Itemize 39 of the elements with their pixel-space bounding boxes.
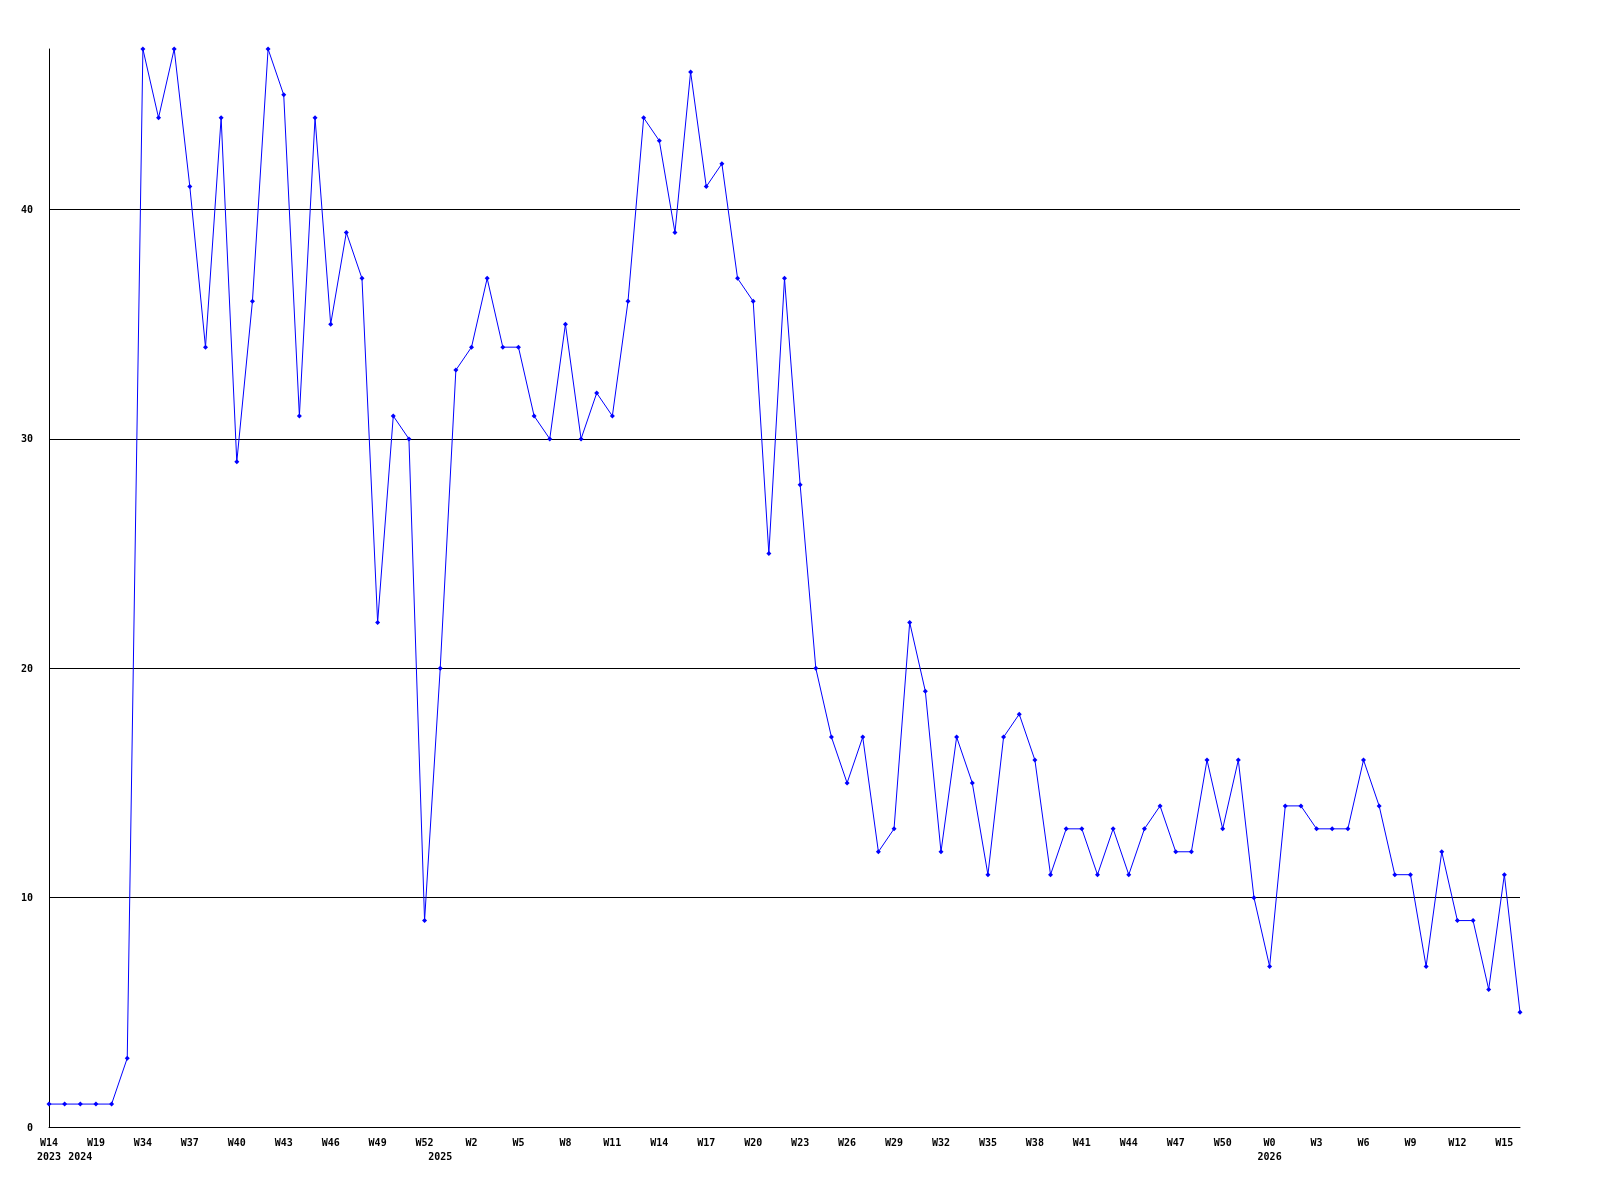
x-tick-label: W3 xyxy=(1310,1136,1323,1148)
x-tick-label: W20 xyxy=(744,1136,763,1148)
x-tick-label: W46 xyxy=(321,1136,340,1148)
x-tick-label: W14 xyxy=(650,1136,669,1148)
y-tick-label: 20 xyxy=(20,662,33,674)
y-tick-label: 0 xyxy=(26,1121,33,1133)
x-tick-label: W35 xyxy=(978,1136,997,1148)
x-tick-label: W19 xyxy=(86,1136,105,1148)
x-tick-label: 2025 xyxy=(428,1150,453,1162)
x-tick-label: W9 xyxy=(1404,1136,1417,1148)
x-tick-label: W50 xyxy=(1213,1136,1232,1148)
x-tick-label: W12 xyxy=(1448,1136,1467,1148)
x-tick-label: W14 2023 xyxy=(36,1136,62,1162)
x-tick-label: W44 xyxy=(1119,1136,1138,1148)
x-tick-label: 2024 xyxy=(68,1150,93,1162)
x-tick-label: W37 xyxy=(180,1136,199,1148)
x-tick-label: W15 xyxy=(1495,1136,1514,1148)
x-tick-label: W2 xyxy=(465,1136,478,1148)
x-tick-label: W43 xyxy=(274,1136,293,1148)
y-tick-label: 30 xyxy=(20,433,33,445)
x-tick-label: W6 xyxy=(1357,1136,1370,1148)
x-tick-label: W41 xyxy=(1072,1136,1091,1148)
x-tick-label: W23 xyxy=(791,1136,810,1148)
y-tick-label: 40 xyxy=(20,204,33,216)
x-tick-label: W17 xyxy=(697,1136,716,1148)
x-tick-label: W5 xyxy=(512,1136,525,1148)
x-tick-label: W49 xyxy=(368,1136,387,1148)
x-tick-label: W26 xyxy=(838,1136,857,1148)
x-tick-label: W8 xyxy=(559,1136,572,1148)
x-tick-label: W11 xyxy=(603,1136,622,1148)
x-tick-label: W32 xyxy=(931,1136,951,1148)
x-tick-label: W34 xyxy=(133,1136,152,1148)
x-tick-label: W0 2026 xyxy=(1257,1136,1282,1162)
x-tick-label: W52 xyxy=(415,1136,434,1148)
x-tick-label: W29 xyxy=(885,1136,904,1148)
y-tick-label: 10 xyxy=(20,892,33,904)
x-tick-label: W38 xyxy=(1025,1136,1044,1148)
x-tick-label: W47 xyxy=(1166,1136,1185,1148)
x-tick-label: W40 xyxy=(227,1136,246,1148)
